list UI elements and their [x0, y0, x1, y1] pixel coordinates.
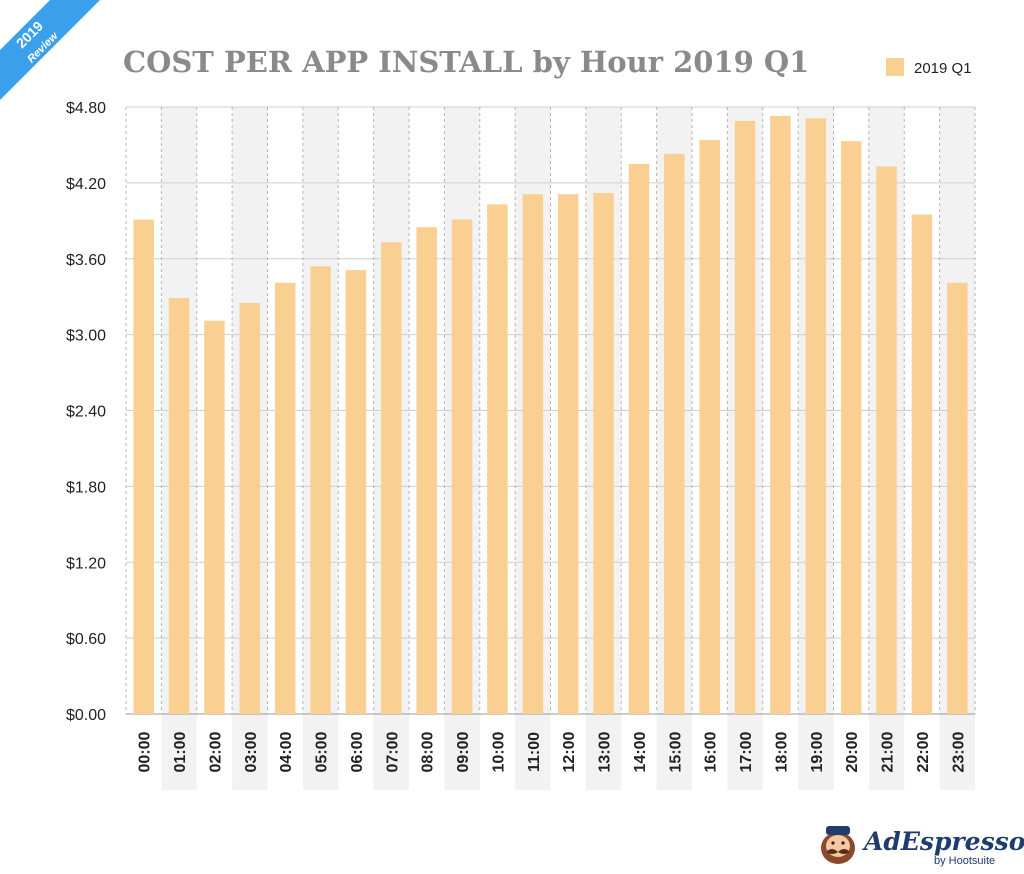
y-axis-ticks: $0.00 $0.60 $1.20 $1.80 $2.40 $3.00 $3.60 $4.20… — [66, 100, 106, 724]
review-badge: 2019 Review — [0, 0, 100, 100]
bar-08:00 — [416, 227, 437, 714]
x-tick-label: 20:00 — [844, 731, 861, 772]
bar-19:00 — [805, 118, 827, 715]
bar-11:00 — [522, 194, 544, 715]
bar-09:00 — [451, 219, 473, 714]
x-tick-label: 23:00 — [950, 731, 967, 772]
y-tick-label: $1.20 — [66, 555, 106, 572]
bar-01:00 — [168, 297, 190, 714]
x-tick-label: 03:00 — [243, 731, 260, 772]
y-tick-label: $0.00 — [66, 707, 106, 724]
x-tick-label: 21:00 — [880, 731, 897, 772]
x-tick-label: 04:00 — [278, 731, 295, 772]
y-tick-label: $3.00 — [66, 328, 106, 345]
bar-17:00 — [734, 120, 756, 715]
legend-swatch — [886, 58, 904, 76]
x-tick-label: 14:00 — [632, 731, 649, 772]
y-tick-label: $3.60 — [66, 252, 106, 269]
x-tick-label: 00:00 — [137, 731, 154, 772]
bar-23:00 — [947, 282, 968, 714]
x-tick-label: 18:00 — [773, 731, 790, 772]
x-axis-ticks: 00:00 01:00 02:00 03:00 04:00 05:00 06:00 07:00… — [137, 731, 968, 772]
brand-sub: by Hootsuite — [934, 855, 995, 867]
legend: 2019 Q1 — [886, 58, 972, 77]
y-tick-label: $0.60 — [66, 631, 106, 648]
y-tick-label: $1.80 — [66, 479, 106, 496]
x-tick-label: 15:00 — [667, 731, 684, 772]
x-tick-label: 17:00 — [738, 731, 755, 772]
x-tick-label: 07:00 — [384, 731, 401, 772]
bar-14:00 — [628, 163, 650, 714]
bar-15:00 — [664, 153, 685, 715]
y-tick-label: $2.40 — [66, 404, 106, 421]
legend-label: 2019 Q1 — [914, 60, 972, 77]
x-tick-label: 13:00 — [597, 731, 614, 772]
bar-07:00 — [381, 242, 402, 714]
adespresso-logo: AdEspresso by Hootsuite — [821, 826, 1024, 867]
bar-20:00 — [840, 141, 862, 715]
ribbon-shape — [0, 0, 100, 100]
bar-03:00 — [239, 303, 261, 714]
gridlines — [125, 106, 976, 715]
x-tick-label: 19:00 — [809, 731, 826, 772]
bar-06:00 — [345, 270, 367, 714]
y-tick-label: $4.20 — [66, 176, 106, 193]
bar-22:00 — [911, 214, 933, 715]
bar-00:00 — [133, 219, 154, 714]
bar-16:00 — [699, 139, 720, 715]
x-tick-label: 06:00 — [349, 731, 366, 772]
mascot-icon — [821, 826, 855, 864]
x-tick-label: 05:00 — [314, 731, 331, 772]
chart-title: COST PER APP INSTALL by Hour 2019 Q1 — [123, 45, 809, 79]
x-tick-label: 08:00 — [420, 731, 437, 772]
y-tick-label: $4.80 — [66, 100, 106, 117]
x-tick-label: 22:00 — [915, 731, 932, 772]
x-tick-label: 16:00 — [703, 731, 720, 772]
bar-12:00 — [557, 194, 579, 715]
x-tick-label: 02:00 — [207, 731, 224, 772]
bar-13:00 — [593, 192, 614, 714]
x-tick-label: 01:00 — [172, 731, 189, 772]
bar-18:00 — [770, 115, 791, 715]
x-tick-label: 11:00 — [526, 732, 543, 772]
bars — [133, 115, 968, 715]
bar-10:00 — [487, 204, 508, 714]
x-tick-label: 10:00 — [490, 731, 507, 772]
x-tick-label: 12:00 — [561, 731, 578, 772]
bar-21:00 — [876, 166, 897, 714]
x-tick-label: 09:00 — [455, 731, 472, 772]
brand-name: AdEspresso — [862, 827, 1024, 856]
bar-02:00 — [204, 320, 225, 714]
bar-04:00 — [274, 282, 296, 714]
bar-05:00 — [310, 266, 331, 714]
